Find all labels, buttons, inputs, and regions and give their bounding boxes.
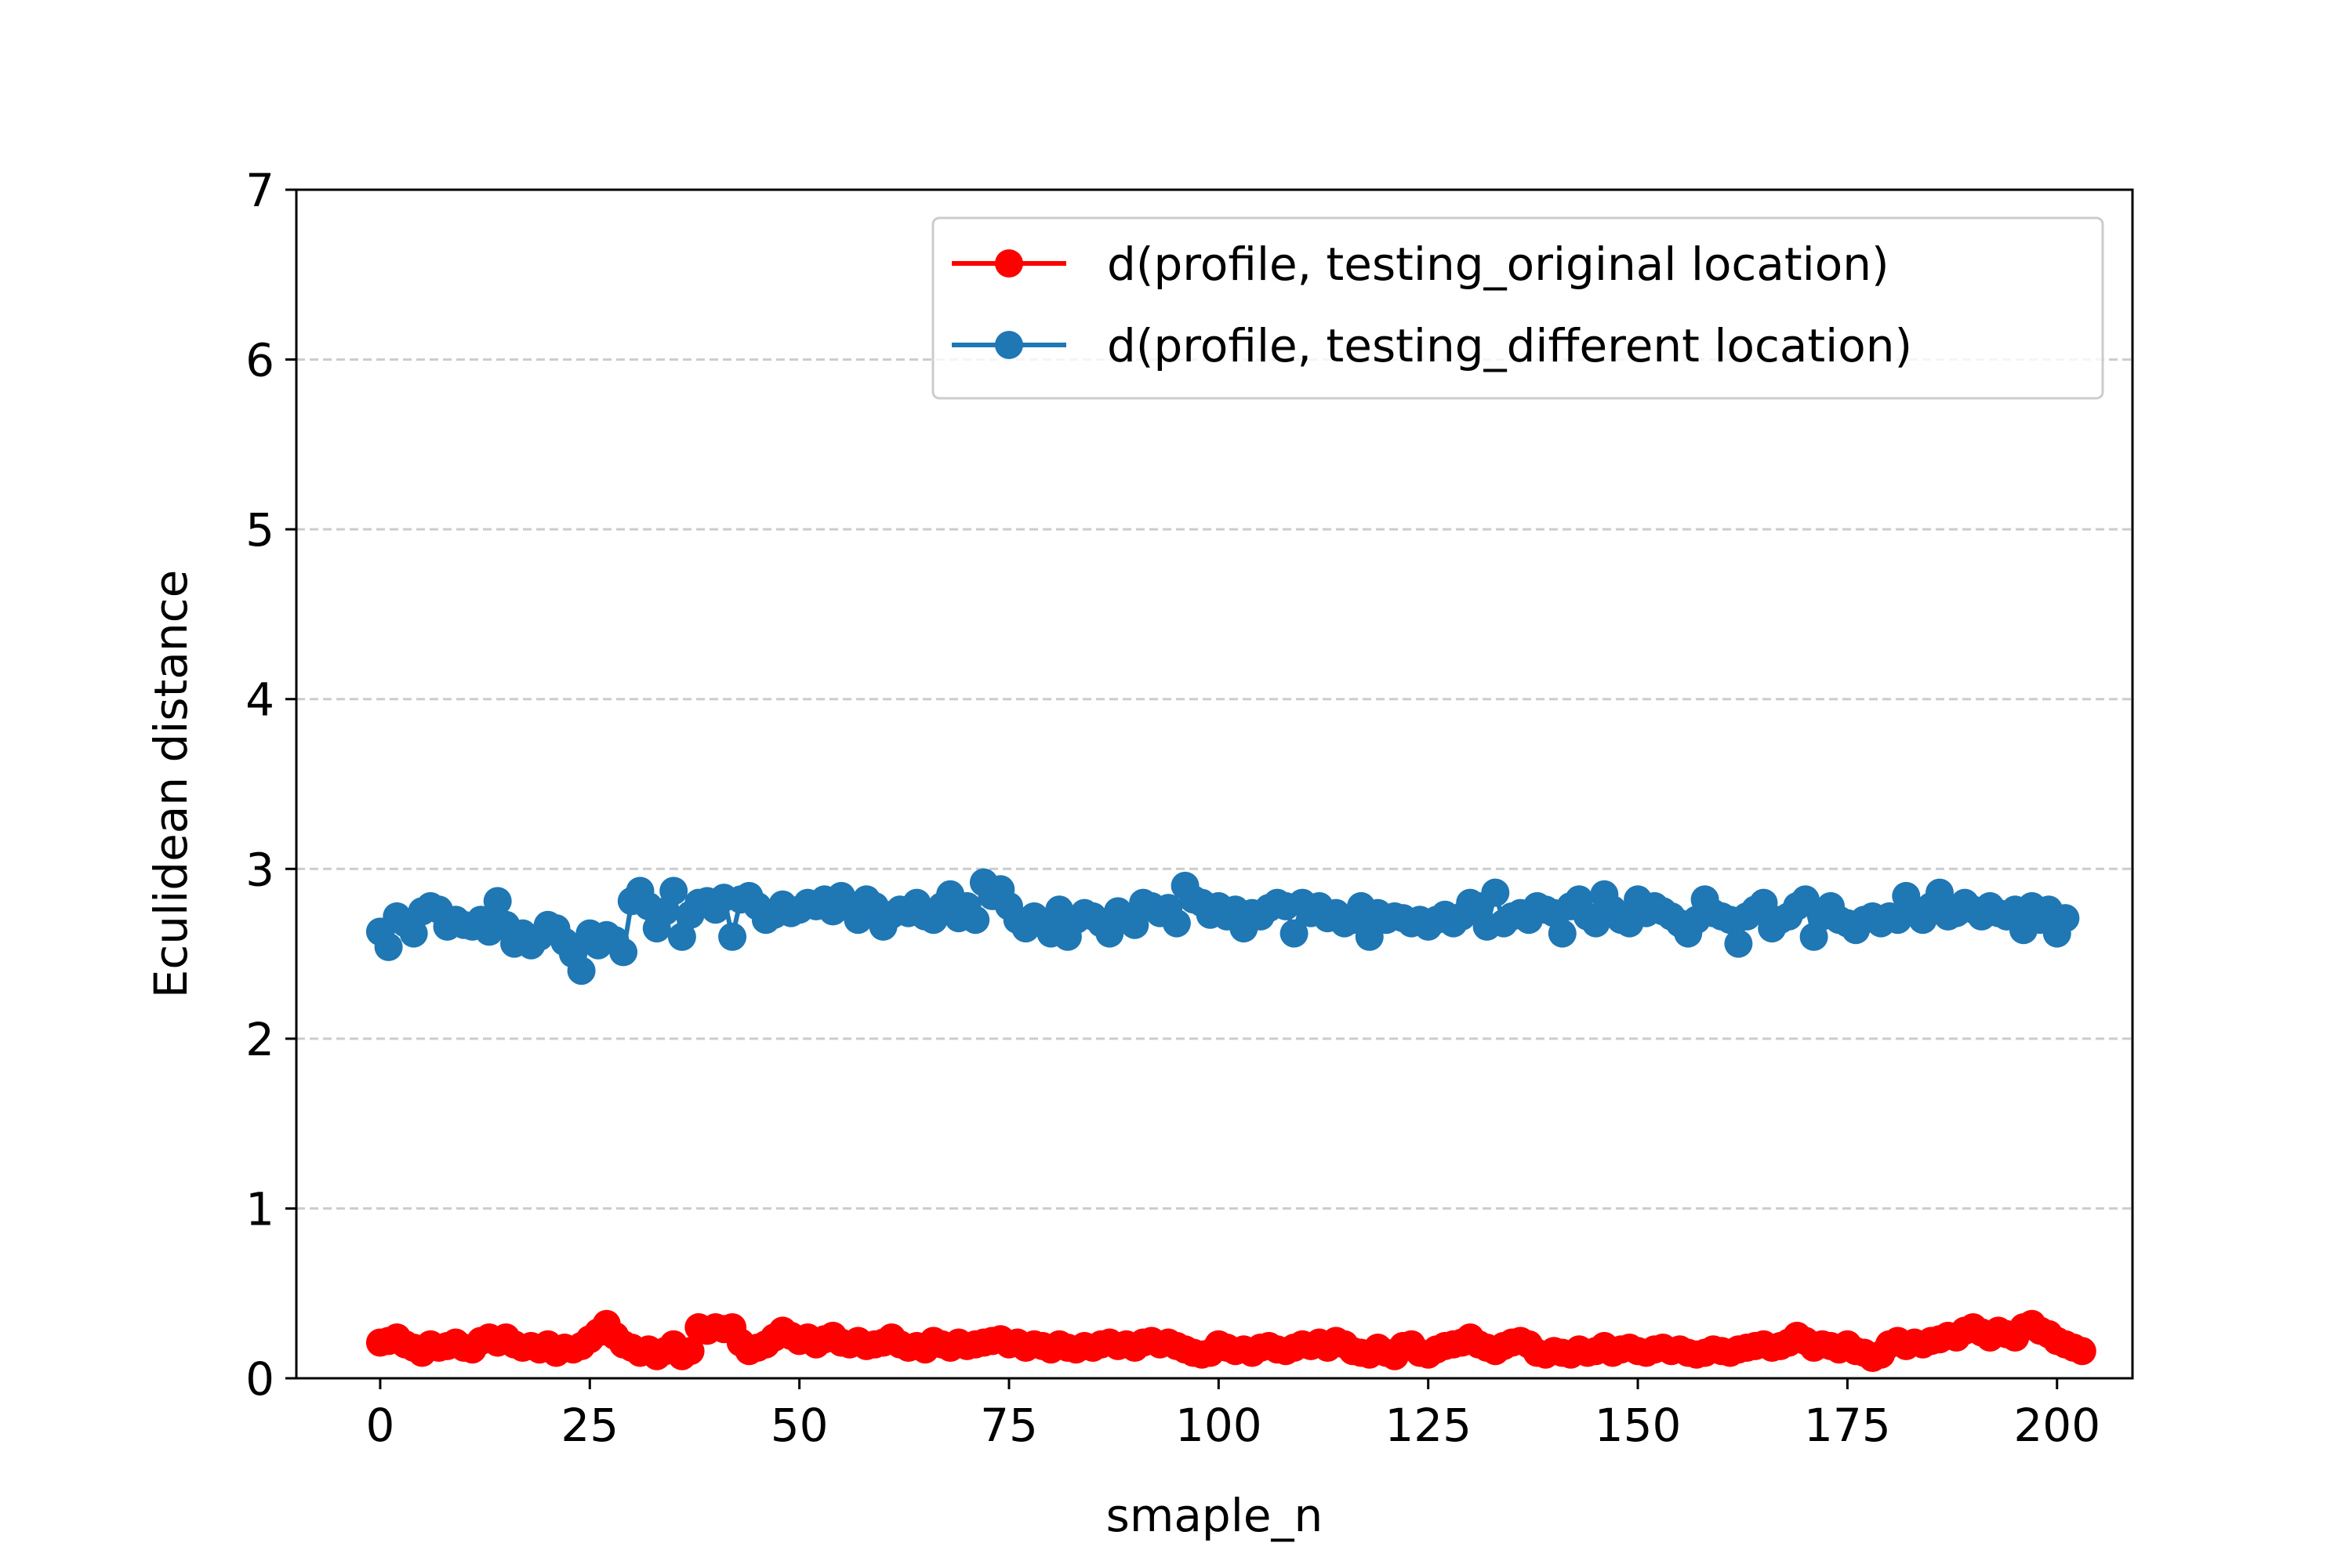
x-tick-label: 200 [2013, 1399, 2100, 1452]
x-tick-label: 50 [771, 1399, 829, 1452]
series-2-point [567, 956, 596, 985]
series-2-point [1162, 909, 1191, 938]
legend-label: d(profile, testing_different location) [1107, 319, 1912, 372]
legend-entry-2: d(profile, testing_different location) [952, 319, 1912, 372]
series-2-point [2051, 904, 2080, 933]
ticks: 0 25 50 75 100 125 150 175 200 0 1 2 3 4 5 6 7 [245, 164, 2100, 1452]
series-2-point [1548, 919, 1577, 948]
legend-label: d(profile, testing_original location) [1107, 238, 1889, 291]
y-tick-label: 7 [245, 164, 274, 217]
y-tick-label: 2 [245, 1013, 274, 1066]
x-tick-label: 150 [1595, 1399, 1682, 1452]
y-tick-label: 5 [245, 503, 274, 557]
x-tick-label: 75 [980, 1399, 1038, 1452]
y-tick-label: 1 [245, 1182, 274, 1236]
series-1 [365, 1309, 2096, 1372]
series-2-point [718, 922, 747, 951]
y-tick-label: 4 [245, 673, 274, 727]
series-2-point [659, 877, 688, 906]
series-2-point [1724, 929, 1753, 958]
series-1-point [676, 1337, 705, 1366]
series-2-point [961, 906, 990, 935]
x-tick-label: 175 [1804, 1399, 1891, 1452]
y-tick-label: 6 [245, 334, 274, 387]
plot-area [365, 868, 2096, 1372]
legend: d(profile, testing_original location) d(p… [931, 216, 2104, 400]
x-tick-label: 0 [365, 1399, 394, 1452]
x-tick-label: 125 [1385, 1399, 1472, 1452]
y-axis-label: Eculidean distance [144, 570, 198, 999]
legend-marker [995, 331, 1023, 359]
series-2-point [374, 932, 403, 961]
series-1-point [2067, 1337, 2096, 1366]
series-2-point [1279, 919, 1308, 948]
legend-entry-1: d(profile, testing_original location) [952, 238, 1889, 291]
series-2-point [1481, 878, 1510, 907]
x-axis-label: smaple_n [1106, 1489, 1323, 1542]
x-tick-label: 25 [561, 1399, 619, 1452]
series-2-point [399, 919, 428, 948]
series-2-point [609, 938, 638, 967]
y-tick-label: 0 [245, 1352, 274, 1406]
y-tick-label: 3 [245, 843, 274, 896]
series-2 [365, 868, 2080, 985]
legend-box [931, 216, 2104, 400]
legend-marker [995, 249, 1023, 278]
x-tick-label: 100 [1175, 1399, 1262, 1452]
series-2-point [667, 922, 696, 951]
series-2-point [1926, 878, 1954, 907]
axes-frame [295, 188, 2134, 1380]
series-2-point [1120, 910, 1149, 939]
series-2-point [483, 887, 512, 916]
